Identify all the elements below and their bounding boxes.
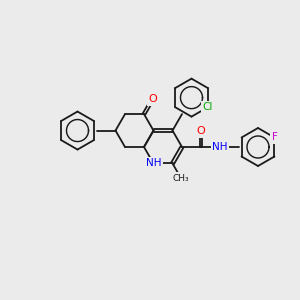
Text: NH: NH	[212, 142, 228, 152]
Text: Cl: Cl	[203, 102, 213, 112]
Text: CH₃: CH₃	[173, 174, 189, 183]
Text: F: F	[272, 133, 278, 142]
Text: O: O	[196, 126, 206, 136]
Text: O: O	[148, 94, 157, 104]
Text: NH: NH	[146, 158, 161, 169]
